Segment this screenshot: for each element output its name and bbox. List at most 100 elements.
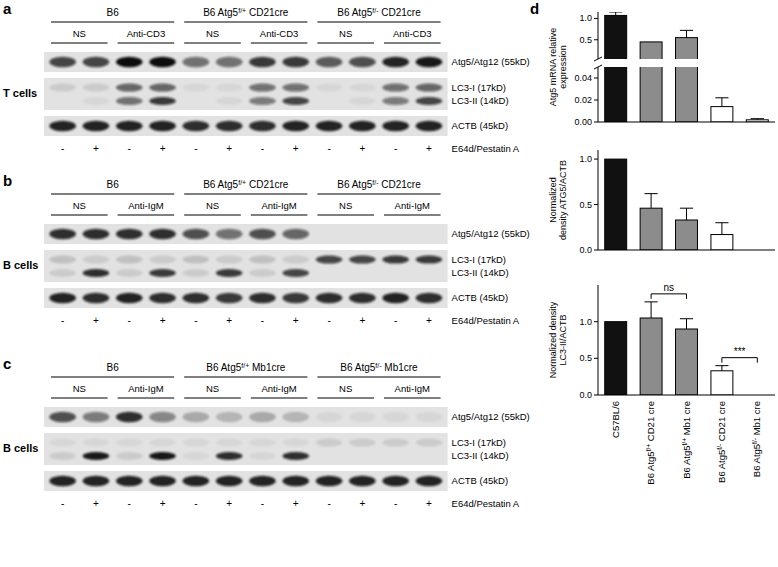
band: [282, 57, 309, 67]
band: [83, 121, 110, 131]
text-line: Normalized density: [548, 301, 558, 378]
x-tick-label: B6 Atg5f/+ Mb1 cre: [680, 401, 692, 479]
blot-strip: [44, 116, 448, 136]
stimulus-label: NS: [73, 200, 86, 211]
treatment-sign: +: [93, 498, 99, 509]
group-line: [184, 194, 307, 195]
band: [316, 121, 343, 131]
band: [316, 412, 343, 422]
band: [49, 269, 76, 277]
bar: [605, 15, 627, 59]
band: [216, 97, 243, 105]
band: [382, 256, 409, 264]
stimulus-label: NS: [339, 383, 352, 394]
band: [116, 256, 143, 264]
blot-panel: bB6NSAnti-IgMB6 Atg5f/+ CD21creNSAnti-Ig…: [3, 172, 530, 326]
cell-type: T cells: [3, 87, 37, 99]
bar: [640, 67, 662, 122]
text-part: f/+: [241, 362, 249, 369]
text-part: CD21cre: [246, 179, 289, 190]
band: [282, 97, 309, 105]
y-label: Normalizeddensity ATG5/ACTB: [548, 160, 568, 240]
y-axis: [598, 67, 599, 122]
band: [282, 439, 309, 447]
bar: [711, 235, 733, 250]
band: [49, 84, 76, 92]
group-label: B6: [106, 179, 119, 190]
band: [349, 229, 376, 239]
blot-strip: [44, 407, 448, 427]
treatment-sign: +: [293, 315, 299, 326]
text-part: B6 Atg5: [337, 7, 372, 18]
stimulus-line: [184, 43, 241, 44]
text-part: C57BL/6: [610, 401, 621, 438]
tick: [594, 395, 598, 396]
plot-area: [605, 67, 769, 122]
x-axis: [598, 250, 775, 251]
stimulus-line: [118, 215, 175, 216]
stimulus-label: Anti-CD3: [127, 28, 166, 39]
treatment-sign: -: [394, 315, 397, 326]
bar: [711, 107, 733, 122]
band: [416, 412, 443, 422]
band: [149, 412, 176, 422]
band: [349, 476, 376, 486]
treatment-sign: +: [93, 315, 99, 326]
band: [249, 229, 276, 239]
tick-label: 0.00: [574, 117, 592, 127]
x-axis: [598, 395, 775, 396]
band: [382, 412, 409, 422]
band: [416, 269, 443, 277]
tick-label: 0.5: [579, 353, 592, 363]
row-label: ACTB (45kD): [452, 120, 508, 131]
figure: aB6NSAnti-CD3B6 Atg5f/+ CD21creNSAnti-CD…: [0, 0, 778, 567]
treatment-sign: +: [293, 498, 299, 509]
band: [216, 84, 243, 92]
band: [416, 256, 443, 264]
treatment-sign: +: [226, 498, 232, 509]
band: [282, 293, 309, 303]
treatment-sign: -: [194, 315, 197, 326]
group-line: [184, 377, 307, 378]
tick-label: 0.0: [579, 245, 592, 255]
x-tick-label: B6 Atg5f/+ CD21 cre: [645, 401, 657, 485]
stimulus-label: Anti-CD3: [393, 28, 432, 39]
band: [416, 476, 443, 486]
x-axis: [598, 122, 775, 123]
treatment-sign: -: [128, 498, 131, 509]
treatment-sign: -: [261, 315, 264, 326]
band: [249, 84, 276, 92]
blot-strip: [44, 288, 448, 308]
stimulus-label: NS: [206, 28, 219, 39]
band: [116, 57, 143, 67]
band: [49, 476, 76, 486]
band: [349, 293, 376, 303]
band: [249, 269, 276, 277]
text-part: Mb1cre: [382, 362, 419, 373]
band: [316, 97, 343, 105]
text-part: f/+: [238, 179, 246, 186]
band: [282, 229, 309, 239]
bar: [676, 38, 698, 59]
text-part: Mb1 cre: [751, 401, 762, 438]
band: [49, 57, 76, 67]
row-label: Atg5/Atg12 (55kD): [452, 56, 530, 67]
band: [382, 84, 409, 92]
row-label: Atg5/Atg12 (55kD): [452, 228, 530, 239]
text-part: B6 Atg5: [340, 362, 375, 373]
band: [149, 293, 176, 303]
error-bar: [715, 223, 728, 235]
x-tick-label: B6 Atg5f/- Mb1 cre: [751, 401, 763, 477]
tick: [594, 358, 598, 359]
band: [349, 269, 376, 277]
band: [116, 269, 143, 277]
group-line: [317, 377, 440, 378]
treatment-sign: +: [160, 143, 166, 154]
stimulus-label: NS: [206, 200, 219, 211]
band: [382, 293, 409, 303]
text-part: B6: [106, 362, 119, 373]
band: [83, 293, 110, 303]
bar: [640, 42, 662, 59]
band: [316, 229, 343, 239]
y-label: Atg5 mRNA relativeexpression: [548, 28, 568, 107]
